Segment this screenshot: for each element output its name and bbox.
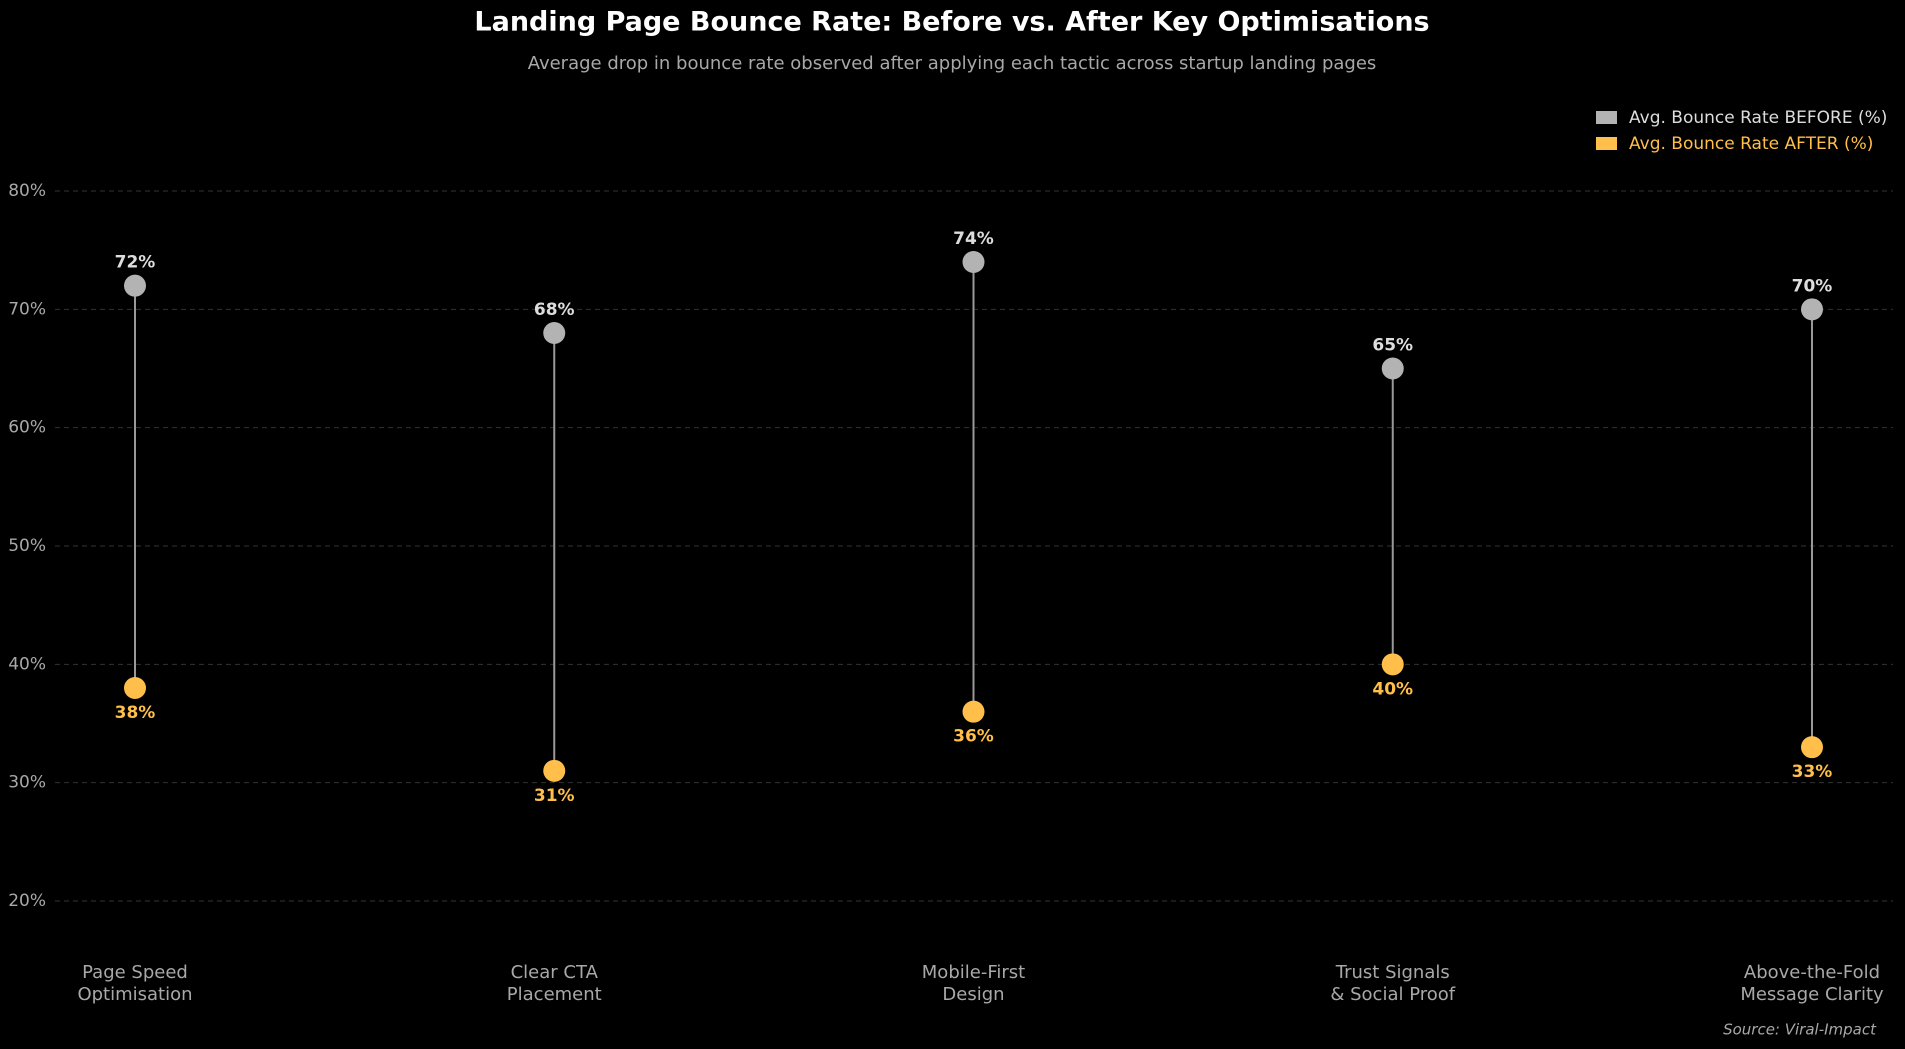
dot: [1381, 653, 1404, 676]
x-tick-label: Above-the-Fold Message Clarity: [1740, 962, 1884, 1005]
source-note: Source: Viral-Impact: [1723, 1021, 1877, 1039]
value-label: 38%: [115, 703, 156, 723]
value-label: 72%: [115, 253, 156, 273]
dot: [1801, 736, 1823, 759]
dot: [1381, 357, 1404, 380]
dot: [124, 274, 146, 297]
value-label: 33%: [1792, 762, 1833, 782]
y-tick-label: 70%: [8, 299, 46, 319]
value-label: 74%: [953, 229, 994, 249]
legend-label: Avg. Bounce Rate AFTER (%): [1629, 134, 1873, 154]
x-tick-label: Page Speed Optimisation: [77, 962, 192, 1005]
dot: [1801, 298, 1823, 321]
dot: [962, 700, 985, 723]
legend-swatch: [1596, 137, 1617, 150]
value-label: 70%: [1792, 276, 1833, 296]
x-tick-label: Clear CTA Placement: [507, 962, 602, 1005]
dot: [543, 759, 566, 782]
value-label: 36%: [953, 727, 994, 747]
value-label: 40%: [1372, 679, 1413, 699]
y-tick-label: 50%: [8, 536, 46, 556]
y-tick-label: 30%: [8, 773, 46, 793]
chart-subtitle: Average drop in bounce rate observed aft…: [528, 53, 1377, 74]
y-tick-label: 60%: [8, 418, 46, 438]
value-label: 65%: [1372, 336, 1413, 356]
dot: [543, 322, 566, 344]
dot: [124, 677, 146, 699]
x-tick-label: Mobile-First Design: [922, 962, 1025, 1005]
value-label: 68%: [534, 300, 575, 320]
y-tick-label: 20%: [8, 891, 46, 911]
dot: [962, 251, 985, 273]
chart-title: Landing Page Bounce Rate: Before vs. Aft…: [474, 7, 1429, 38]
x-tick-label: Trust Signals & Social Proof: [1330, 962, 1455, 1005]
value-label: 31%: [534, 786, 575, 806]
y-tick-label: 40%: [8, 654, 46, 674]
y-tick-label: 80%: [8, 181, 46, 201]
legend-swatch: [1596, 111, 1617, 124]
legend-label: Avg. Bounce Rate BEFORE (%): [1629, 108, 1887, 128]
